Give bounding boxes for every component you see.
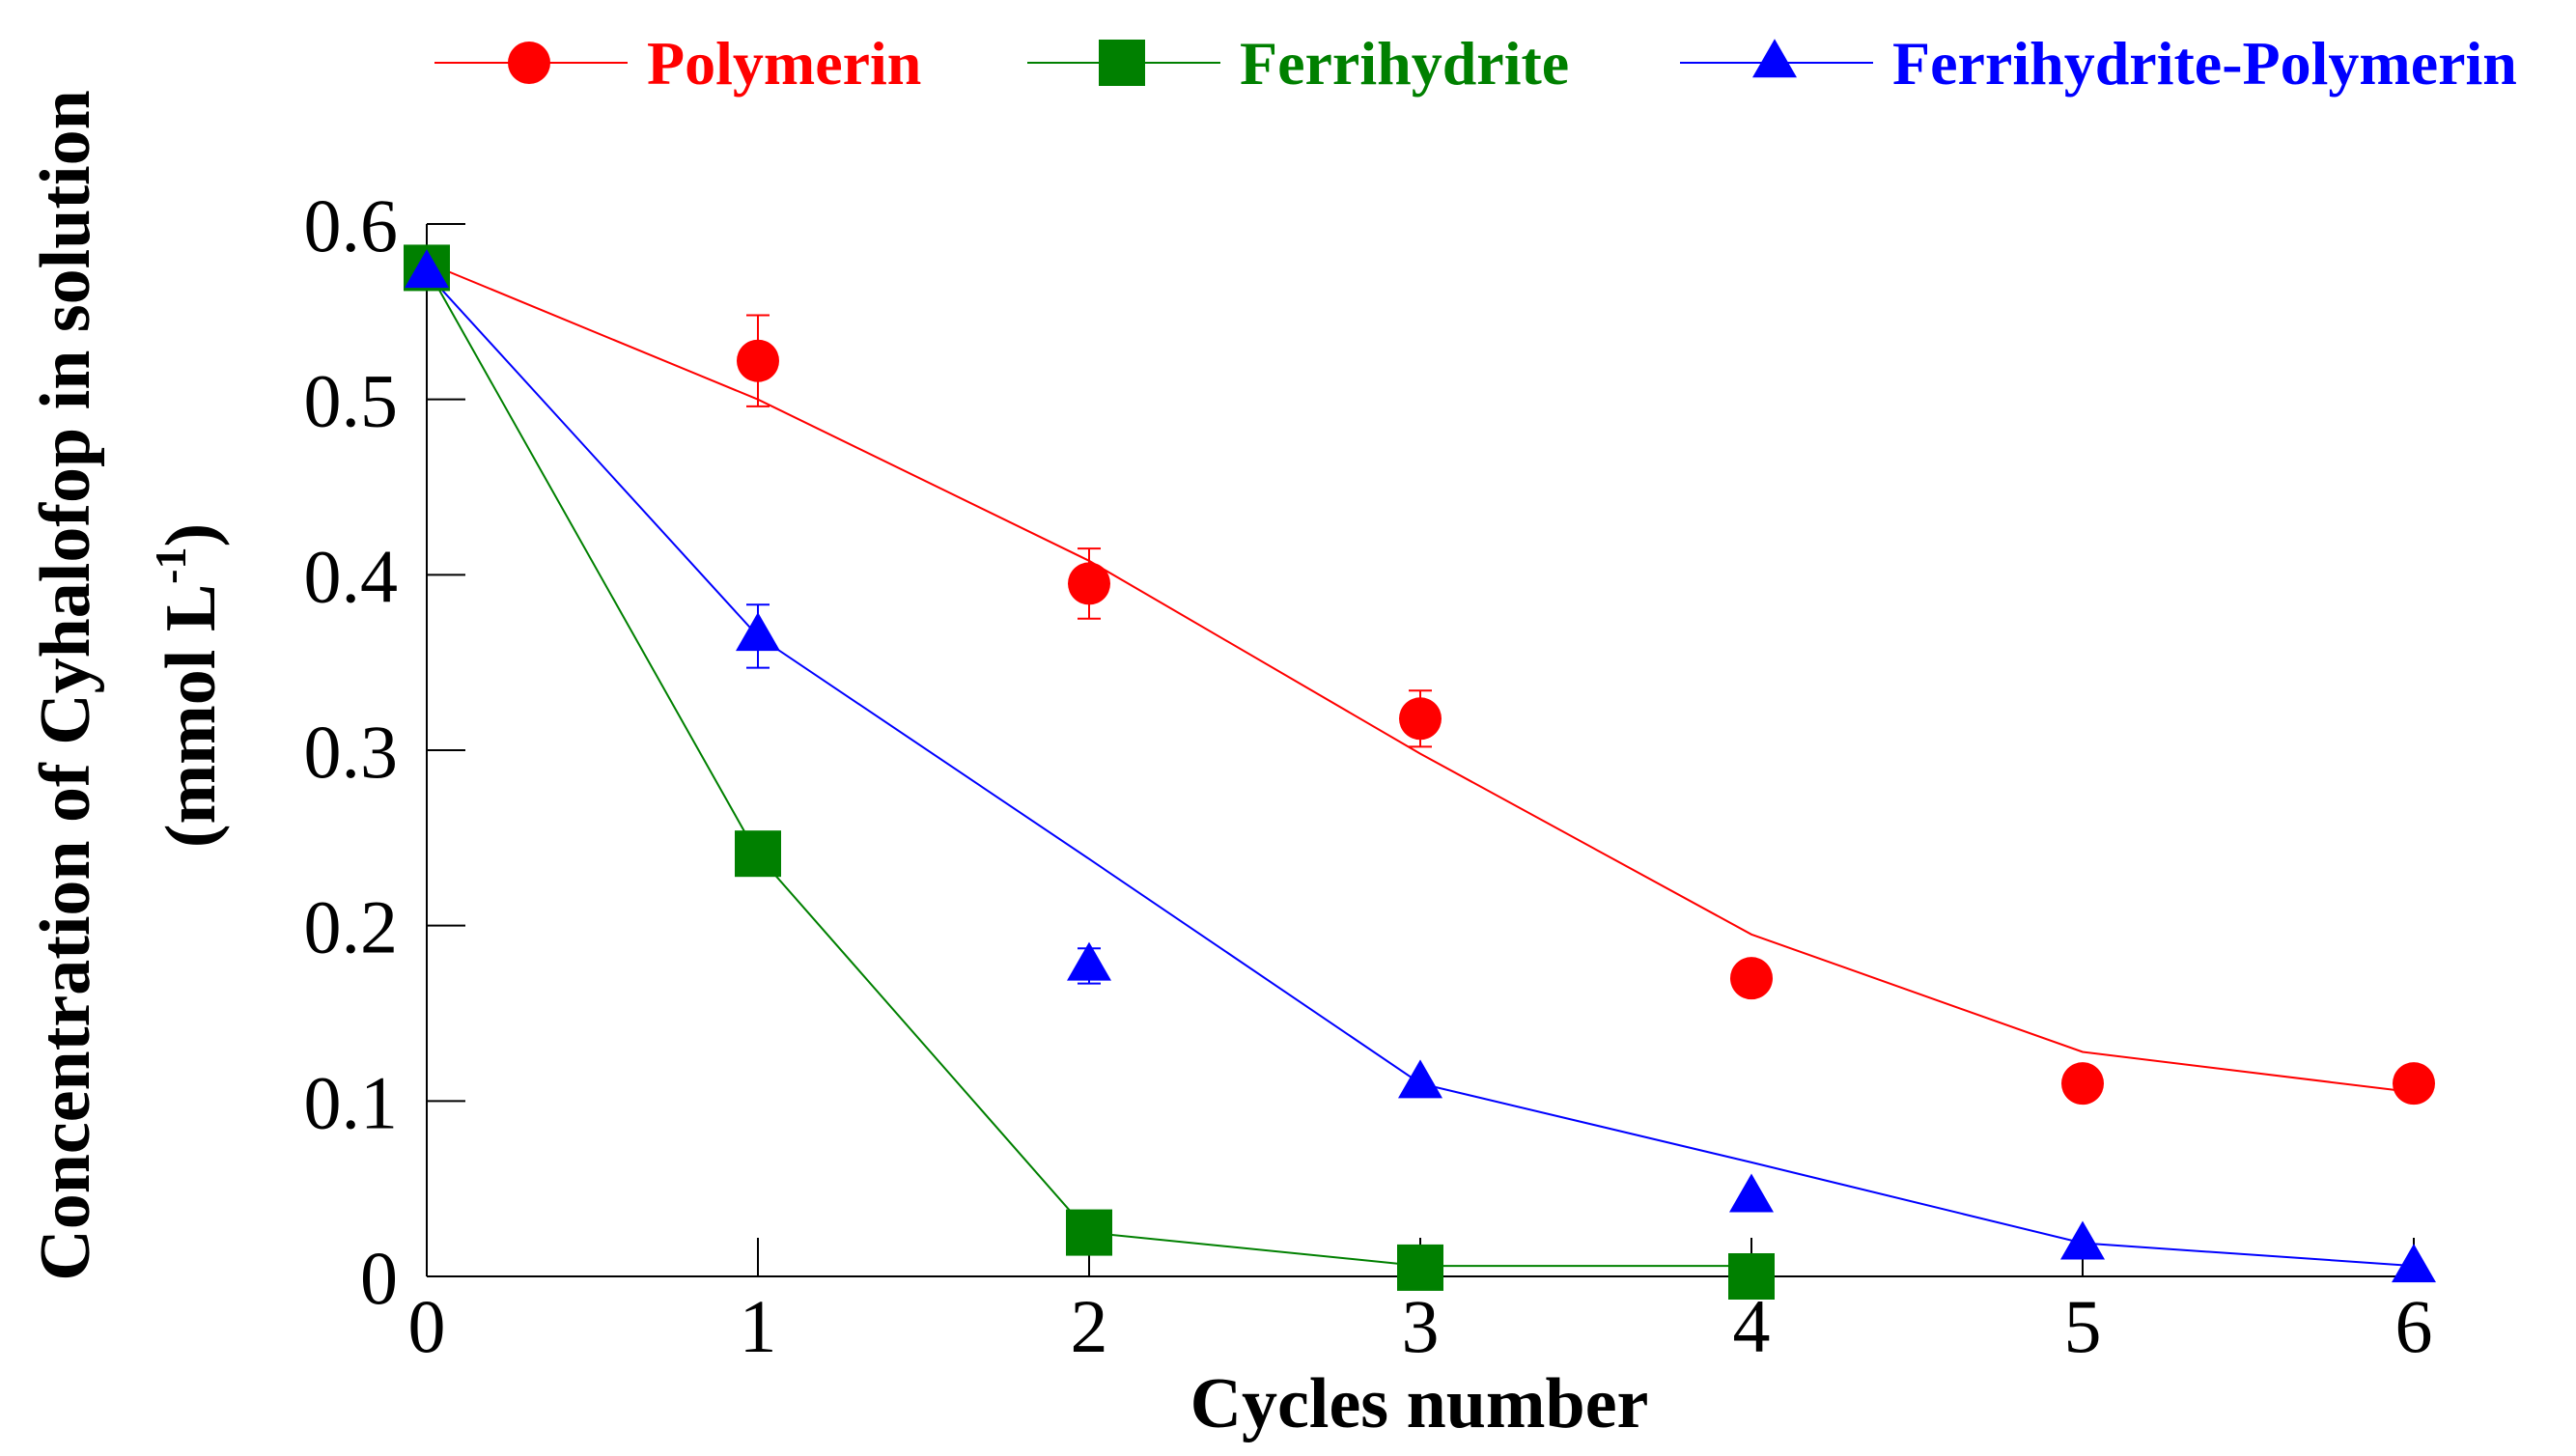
y-tick-label: 0.3 [304, 710, 399, 794]
x-tick-label: 2 [1071, 1284, 1108, 1368]
ferrihydrite-point [1728, 1253, 1775, 1300]
ferrihydrite-polymerin-point [1067, 941, 1111, 981]
polymerin-point [2061, 1062, 2104, 1106]
ferrihydrite-fit-line [426, 266, 1751, 1268]
legend-label-polymerin: Polymerin [647, 29, 921, 98]
legend-marker-ferrihydrite [1099, 40, 1145, 86]
legend-label-ferrihydrite: Ferrihydrite [1240, 29, 1569, 98]
y-axis-title-line1: Concentration of Cyhalofop in solution [26, 90, 105, 1280]
ferrihydrite-polymerin-point [736, 612, 780, 652]
polymerin-point [2393, 1062, 2435, 1106]
y-tick-label: 0.1 [304, 1060, 399, 1144]
ferrihydrite-polymerin-point [2392, 1244, 2436, 1283]
x-tick-label: 6 [2395, 1284, 2433, 1368]
polymerin-point [1068, 562, 1110, 605]
legend-marker-polymerin [508, 42, 550, 84]
x-tick-label: 5 [2064, 1284, 2102, 1368]
legend: Polymerin Ferrihydrite Ferrihydrite-Polyme… [434, 29, 2517, 98]
fit-lines [426, 262, 2415, 1268]
ticks: 00.10.20.30.40.50.60 1 2 3 4 5 6 [304, 183, 2433, 1368]
ferrihydrite-polymerin-fit-line [426, 272, 2415, 1268]
y-axis-unit: (mmol L [152, 584, 231, 848]
y-tick-label: 0 [360, 1236, 398, 1320]
legend-marker-ferrihydrite-polymerin [1752, 39, 1797, 78]
ferrihydrite-polymerin-point [405, 249, 449, 289]
y-axis-unit-superscript: -1 [146, 546, 195, 583]
polymerin-fit-line [426, 262, 2415, 1094]
legend-label-ferrihydrite-polymerin: Ferrihydrite-Polymerin [1892, 29, 2517, 98]
ferrihydrite-polymerin-point [1398, 1059, 1442, 1099]
ferrihydrite-polymerin-point [1729, 1173, 1774, 1213]
data-points [404, 244, 2436, 1300]
polymerin-point [1730, 957, 1773, 1000]
x-axis-title: Cycles number [1190, 1364, 1649, 1443]
y-tick-label: 0.4 [304, 534, 399, 618]
y-axis-title: Concentration of Cyhalofop in solution (… [26, 90, 231, 1280]
error-bars [746, 314, 1432, 985]
x-tick-label: 0 [408, 1284, 446, 1368]
y-tick-label: 0.5 [304, 359, 399, 443]
y-tick-label: 0.6 [304, 183, 399, 267]
polymerin-point [737, 339, 779, 382]
y-axis-title-line2: (mmol L-1) [146, 523, 231, 848]
x-tick-label: 1 [740, 1284, 777, 1368]
y-tick-label: 0.2 [304, 885, 399, 969]
x-tick-label: 3 [1402, 1284, 1440, 1368]
ferrihydrite-point [1397, 1244, 1443, 1291]
axes [426, 224, 2414, 1277]
ferrihydrite-point [735, 830, 781, 878]
y-axis-unit-close: ) [152, 523, 231, 547]
ferrihydrite-polymerin-point [2060, 1220, 2105, 1260]
polymerin-point [1399, 697, 1442, 741]
ferrihydrite-point [1066, 1209, 1112, 1256]
